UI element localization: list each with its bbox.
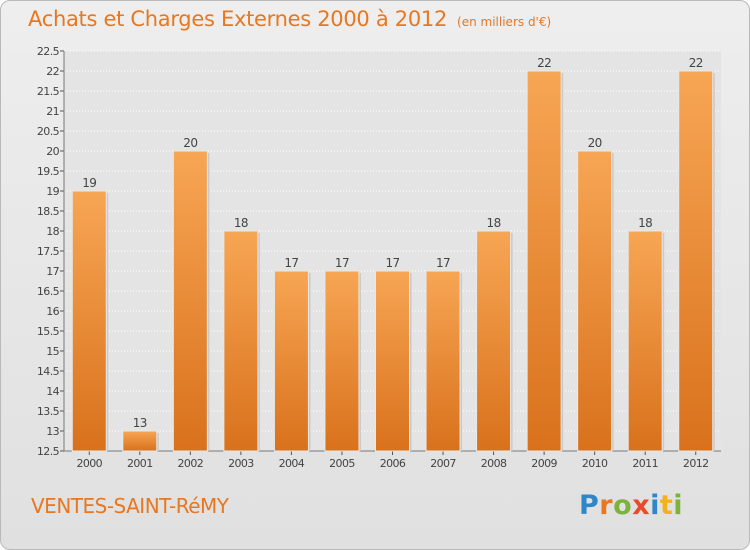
bar xyxy=(678,70,714,452)
y-tick-label: 17.5 xyxy=(37,245,60,258)
y-tick-label: 14 xyxy=(46,385,59,398)
proxiti-logo: Proxiti xyxy=(579,490,684,521)
data-label: 13 xyxy=(133,416,147,430)
y-tick-label: 20.5 xyxy=(37,125,60,138)
y-tick-label: 18 xyxy=(46,225,59,238)
x-tick-label: 2003 xyxy=(228,457,254,470)
data-label: 18 xyxy=(638,216,652,230)
data-label: 17 xyxy=(436,256,450,270)
bar xyxy=(273,270,309,452)
bar xyxy=(425,270,461,452)
data-label: 22 xyxy=(537,56,551,70)
x-tick-label: 2002 xyxy=(178,457,204,470)
chart-title-block: Achats et Charges Externes 2000 à 2012 (e… xyxy=(28,7,551,31)
x-tick-label: 2008 xyxy=(481,457,507,470)
y-tick-label: 13.5 xyxy=(37,405,60,418)
data-label: 18 xyxy=(487,216,501,230)
y-tick-label: 20 xyxy=(46,145,59,158)
data-label: 17 xyxy=(385,256,399,270)
y-tick-label: 16.5 xyxy=(37,285,60,298)
data-label: 20 xyxy=(183,136,197,150)
bar xyxy=(627,230,663,452)
bar xyxy=(577,150,613,452)
data-label: 20 xyxy=(588,136,602,150)
data-label: 17 xyxy=(335,256,349,270)
x-tick-label: 2000 xyxy=(76,457,102,470)
x-tick-label: 2005 xyxy=(329,457,355,470)
x-tick-label: 2004 xyxy=(279,457,305,470)
y-tick-label: 21 xyxy=(46,105,59,118)
y-tick-label: 16 xyxy=(46,305,59,318)
bar xyxy=(324,270,360,452)
y-tick-label: 14.5 xyxy=(37,365,60,378)
y-tick-label: 19 xyxy=(46,185,59,198)
data-label: 19 xyxy=(82,176,96,190)
y-tick-label: 21.5 xyxy=(37,85,60,98)
bar xyxy=(526,70,562,452)
y-tick-label: 12.5 xyxy=(37,445,60,458)
bar xyxy=(476,230,512,452)
y-tick-label: 18.5 xyxy=(37,205,60,218)
chart-title: Achats et Charges Externes 2000 à 2012 xyxy=(28,7,448,31)
x-tick-label: 2001 xyxy=(127,457,153,470)
y-tick-label: 15 xyxy=(46,345,59,358)
bar xyxy=(223,230,259,452)
bar xyxy=(71,190,107,452)
data-label: 17 xyxy=(284,256,298,270)
x-tick-label: 2010 xyxy=(582,457,608,470)
y-tick-label: 13 xyxy=(46,425,59,438)
y-tick-label: 19.5 xyxy=(37,165,60,178)
chart-unit: (en milliers d'€) xyxy=(457,15,552,29)
town-name: VENTES-SAINT-RéMY xyxy=(31,494,229,518)
y-tick-label: 17 xyxy=(46,265,59,278)
data-label: 22 xyxy=(689,56,703,70)
x-tick-label: 2012 xyxy=(683,457,709,470)
data-label: 18 xyxy=(234,216,248,230)
x-tick-label: 2011 xyxy=(632,457,658,470)
bar xyxy=(375,270,410,452)
x-tick-label: 2007 xyxy=(430,457,456,470)
y-tick-label: 22.5 xyxy=(37,45,60,58)
y-tick-label: 15.5 xyxy=(37,325,60,338)
x-tick-label: 2006 xyxy=(380,457,406,470)
bar xyxy=(172,150,208,452)
y-tick-label: 22 xyxy=(46,65,59,78)
bar xyxy=(122,430,158,452)
x-tick-label: 2009 xyxy=(531,457,557,470)
